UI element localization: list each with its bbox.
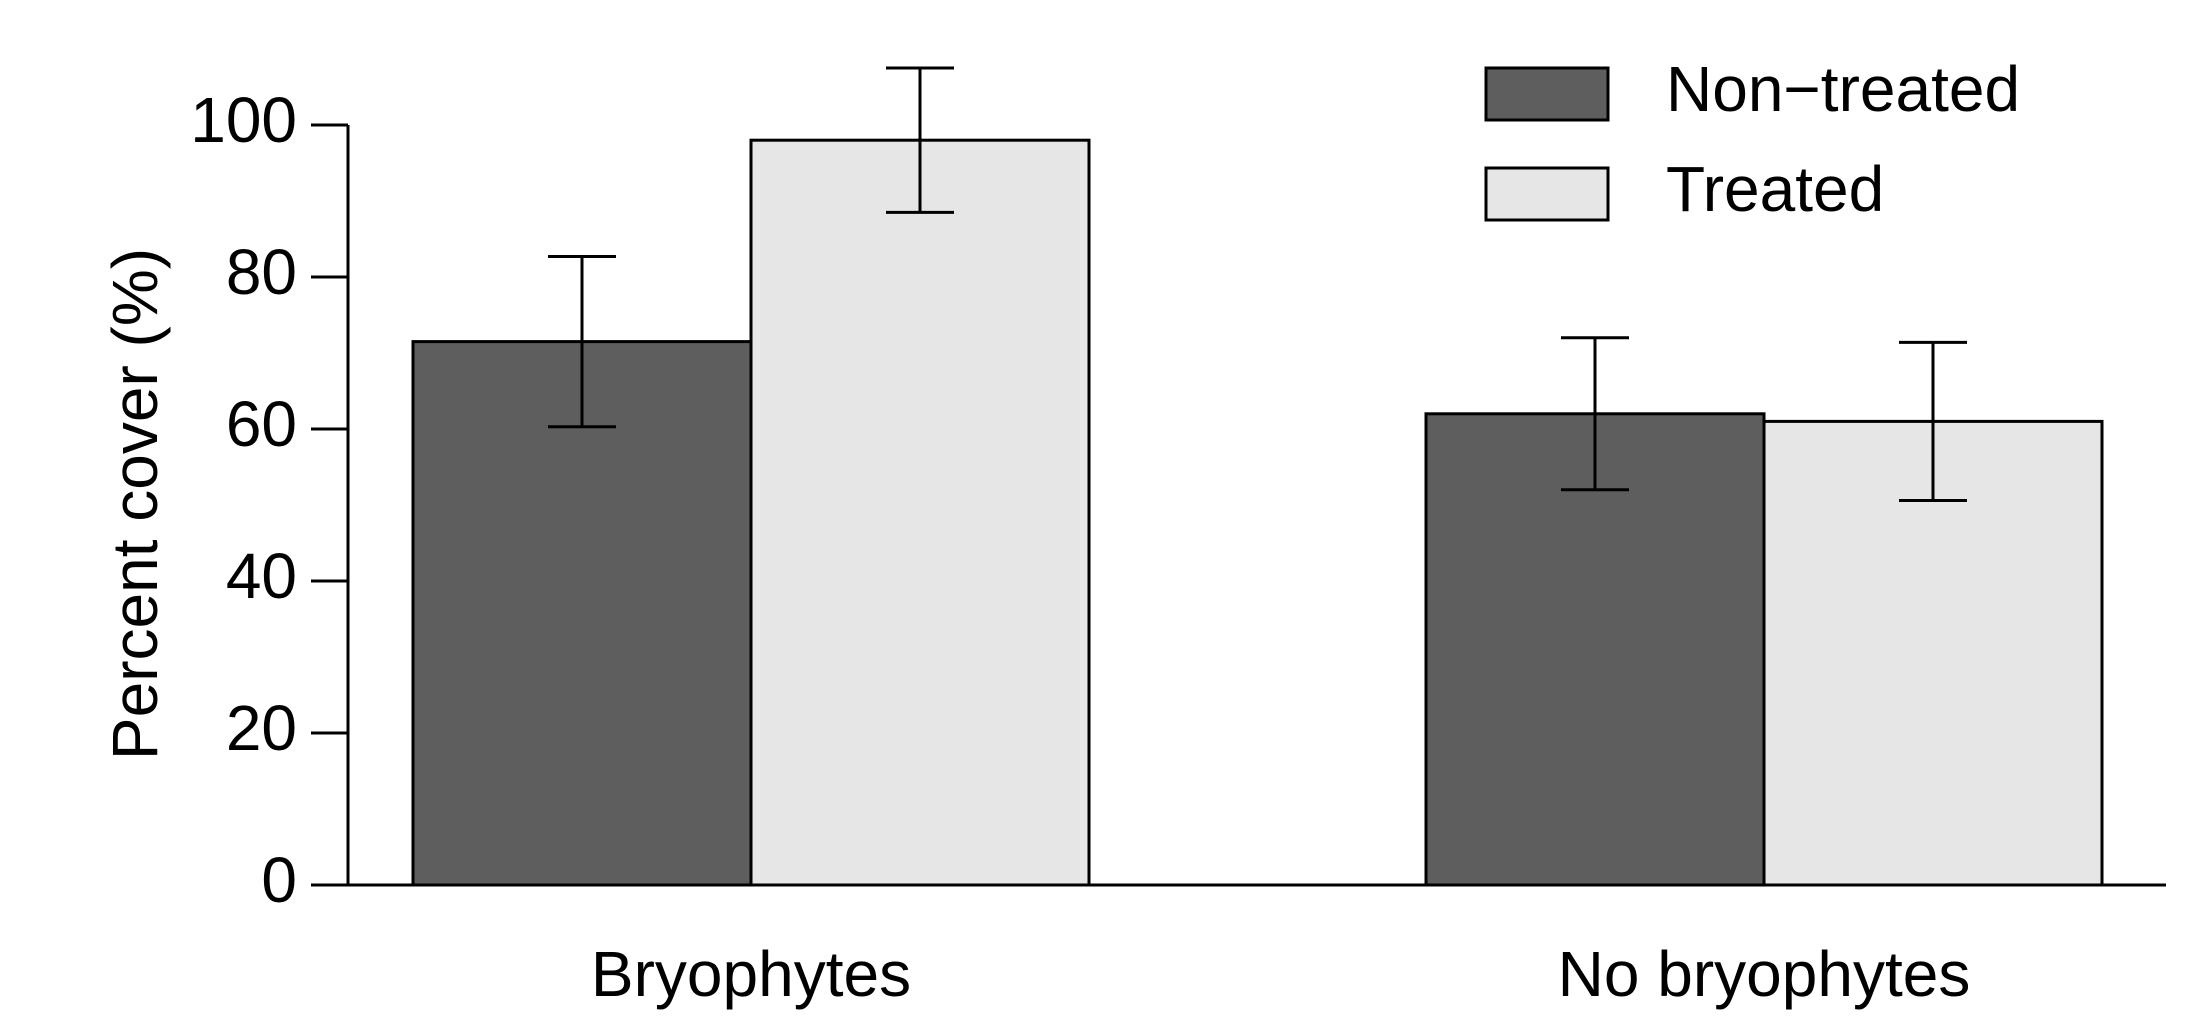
error-bar-treated-bryophytes xyxy=(886,66,954,214)
y-tick-label: 20 xyxy=(226,692,297,764)
error-bar-non-treated-no-bryophytes xyxy=(1561,336,1629,492)
y-tick-label: 80 xyxy=(226,236,297,308)
y-tick-label: 100 xyxy=(190,84,297,156)
legend: Non−treated Treated xyxy=(1484,53,2020,225)
legend-swatch xyxy=(1484,66,1610,122)
bar-non-treated-bryophytes xyxy=(411,340,753,887)
y-tick-label: 40 xyxy=(226,540,297,612)
y-tick-label: 0 xyxy=(261,844,297,916)
bar-non-treated-no-bryophytes xyxy=(1424,412,1766,887)
y-tick-label: 60 xyxy=(226,388,297,460)
bars-layer xyxy=(411,138,2104,887)
x-category-label: Bryophytes xyxy=(591,938,911,1010)
legend-item: Non−treated xyxy=(1484,53,2020,125)
legend-label: Non−treated xyxy=(1666,53,2020,125)
axes-layer xyxy=(311,125,2166,887)
y-axis-title: Percent cover (%) xyxy=(99,248,171,760)
x-category-labels: Bryophytes No bryophytes xyxy=(591,938,1970,1010)
x-category-label: No bryophytes xyxy=(1558,938,1971,1010)
bar-treated-bryophytes xyxy=(749,138,1091,887)
error-bars-layer xyxy=(548,66,1967,502)
legend-item: Treated xyxy=(1484,153,1884,225)
y-ticks-layer: 0 20 40 60 80 100 xyxy=(190,84,348,916)
error-bar-treated-no-bryophytes xyxy=(1899,340,1967,502)
legend-swatch xyxy=(1484,166,1610,222)
error-bar-non-treated-bryophytes xyxy=(548,254,616,429)
legend-label: Treated xyxy=(1666,153,1884,225)
